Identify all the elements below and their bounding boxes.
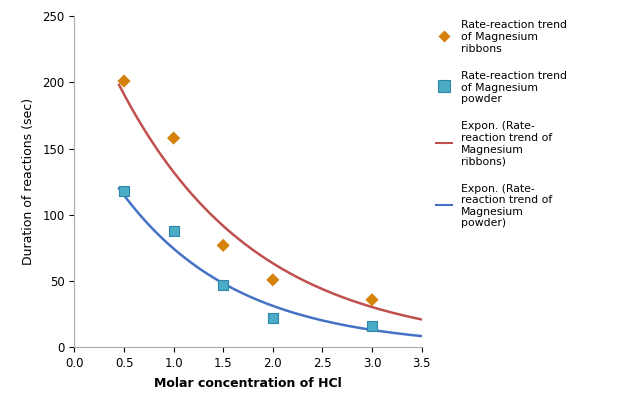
Point xyxy=(169,227,179,234)
Point xyxy=(169,135,179,141)
Y-axis label: Duration of reactions (sec): Duration of reactions (sec) xyxy=(22,98,35,265)
Point xyxy=(268,315,278,322)
Point xyxy=(119,188,129,194)
Point xyxy=(367,323,377,330)
Point xyxy=(268,277,278,283)
Point xyxy=(218,282,228,288)
Point xyxy=(367,297,377,303)
Point xyxy=(119,78,129,84)
Point xyxy=(218,242,228,248)
X-axis label: Molar concentration of HCl: Molar concentration of HCl xyxy=(154,377,342,390)
Legend: Rate-reaction trend
of Magnesium
ribbons, Rate-reaction trend
of Magnesium
powde: Rate-reaction trend of Magnesium ribbons… xyxy=(430,15,572,234)
